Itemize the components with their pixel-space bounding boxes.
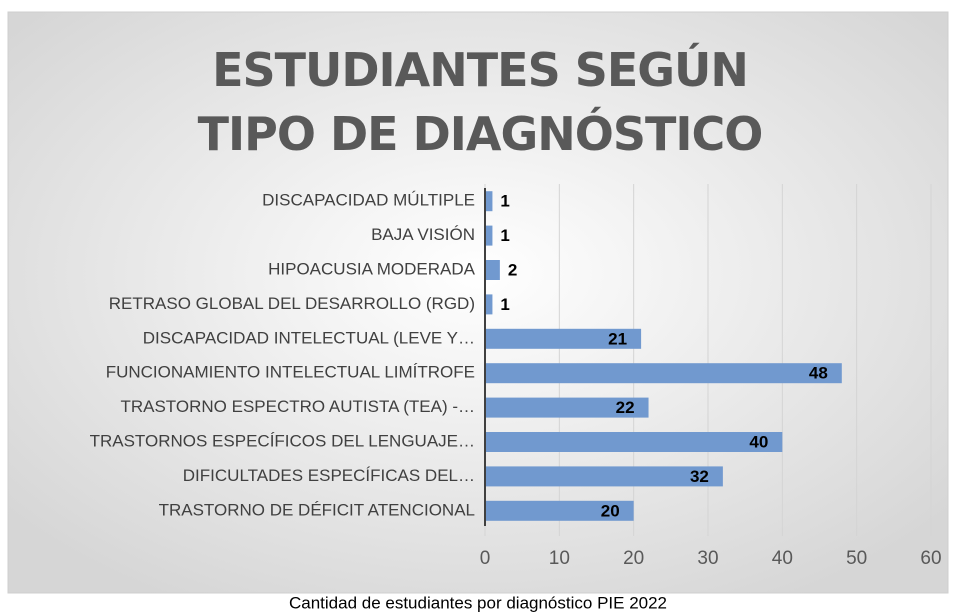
x-tick-label: 50 [846, 548, 867, 569]
bar [485, 363, 842, 384]
data-label: 40 [749, 432, 768, 451]
y-tick-label: DISCAPACIDAD MÚLTIPLE [262, 191, 475, 210]
bar [485, 328, 642, 349]
y-tick-label: FUNCIONAMIENTO INTELECTUAL LIMÍTROFE [106, 363, 475, 382]
bar [485, 397, 649, 418]
chart-area [7, 11, 949, 594]
data-label: 2 [508, 260, 517, 279]
bar [485, 500, 634, 521]
y-tick-label: RETRASO GLOBAL DEL DESARROLLO (RGD) [109, 294, 475, 313]
bar [485, 466, 723, 487]
caption: Cantidad de estudiantes por diagnóstico … [289, 593, 667, 612]
x-tick-label: 10 [549, 548, 570, 569]
y-tick-label: TRASTORNO ESPECTRO AUTISTA (TEA) -… [120, 397, 475, 416]
y-tick-label: TRASTORNOS ESPECÍFICOS DEL LENGUAJE… [90, 431, 475, 450]
data-label: 21 [608, 329, 627, 348]
data-label: 1 [500, 226, 509, 245]
bar [485, 432, 783, 452]
y-tick-label: HIPOACUSIA MODERADA [268, 259, 476, 278]
data-label: 1 [500, 192, 509, 211]
x-tick-label: 30 [697, 548, 718, 569]
x-tick-label: 40 [772, 548, 793, 569]
x-tick-label: 20 [623, 548, 644, 569]
chart-title: ESTUDIANTES SEGÚN TIPO DE DIAGNÓSTICO [197, 43, 764, 161]
bar [485, 294, 493, 315]
bar [485, 260, 500, 280]
data-label: 20 [601, 501, 620, 520]
data-label: 32 [690, 467, 709, 486]
data-label: 48 [809, 364, 828, 383]
x-tick-label: 60 [920, 548, 941, 569]
y-tick-label: BAJA VISIÓN [371, 225, 475, 244]
bar [485, 225, 493, 246]
y-tick-label: DISCAPACIDAD INTELECTUAL (LEVE Y… [143, 328, 475, 347]
y-tick-label: DIFICULTADES ESPECÍFICAS DEL… [183, 466, 475, 485]
data-label: 1 [500, 295, 509, 314]
x-tick-label: 0 [480, 548, 491, 569]
y-tick-label: TRASTORNO DE DÉFICIT ATENCIONAL [159, 500, 475, 519]
data-label: 22 [616, 398, 635, 417]
bar [485, 191, 493, 212]
